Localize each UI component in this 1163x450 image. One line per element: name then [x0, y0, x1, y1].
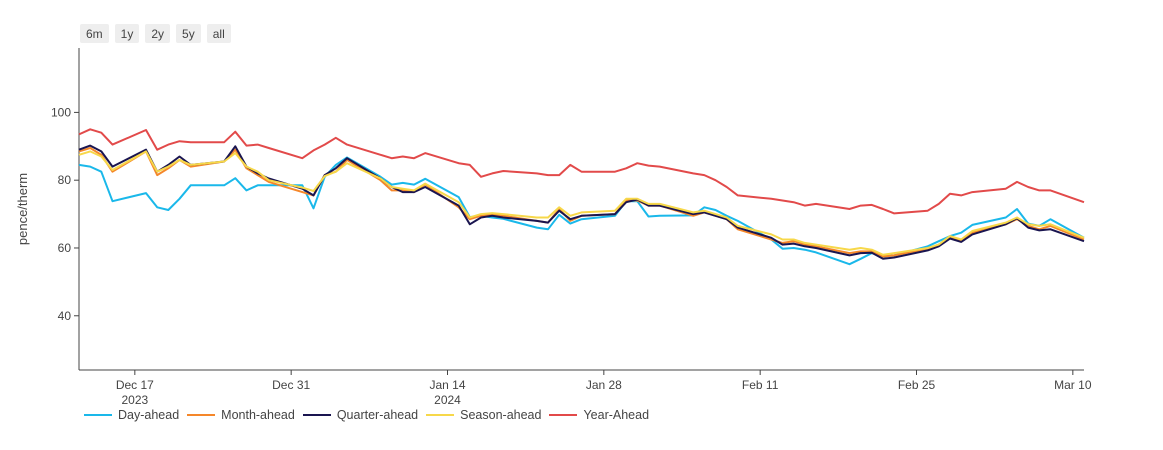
legend-item-season-ahead[interactable]: Season-ahead [426, 408, 541, 422]
legend-item-month-ahead[interactable]: Month-ahead [187, 408, 295, 422]
x-tick-year-label: 2024 [434, 393, 461, 405]
series-line-month-ahead[interactable] [78, 147, 1085, 258]
y-tick-label: 80 [58, 173, 72, 187]
chart-legend: Day-ahead Month-ahead Quarter-ahead Season-… [84, 408, 657, 422]
y-tick-label: 40 [58, 309, 72, 323]
y-tick-label: 60 [58, 241, 72, 255]
legend-item-year-ahead[interactable]: Year-Ahead [549, 408, 649, 422]
x-tick-label: Feb 25 [898, 378, 936, 392]
legend-swatch [302, 414, 331, 416]
range-button-6m[interactable]: 6m [80, 24, 109, 43]
x-tick-label: Jan 28 [586, 378, 622, 392]
chart-series-lines [78, 128, 1085, 266]
series-line-year-ahead[interactable] [78, 128, 1085, 215]
range-button-1y[interactable]: 1y [114, 24, 140, 43]
range-button-5y[interactable]: 5y [176, 24, 201, 43]
range-button-2y[interactable]: 2y [145, 24, 171, 43]
series-line-quarter-ahead[interactable] [78, 144, 1085, 260]
legend-item-quarter-ahead[interactable]: Quarter-ahead [302, 408, 419, 422]
y-axis-label: pence/therm [15, 173, 30, 245]
legend-label: Year-Ahead [583, 408, 650, 422]
legend-label: Quarter-ahead [336, 408, 419, 422]
x-tick-label: Dec 17 [116, 378, 154, 392]
x-tick-year-label: 2023 [121, 393, 148, 405]
x-tick-label: Mar 10 [1054, 378, 1092, 392]
x-tick-label: Jan 14 [429, 378, 465, 392]
legend-label: Season-ahead [460, 408, 542, 422]
x-tick-label: Dec 31 [272, 378, 310, 392]
legend-swatch [426, 414, 455, 416]
series-line-season-ahead[interactable] [78, 150, 1085, 256]
legend-swatch [187, 414, 216, 416]
legend-swatch [84, 414, 112, 416]
legend-item-day-ahead[interactable]: Day-ahead [84, 408, 179, 422]
range-button-all[interactable]: all [206, 24, 231, 43]
range-selector: 6m 1y 2y 5y all [80, 24, 231, 43]
legend-swatch [549, 414, 578, 416]
x-tick-label: Feb 11 [742, 378, 779, 392]
y-tick-label: 100 [51, 105, 71, 119]
legend-label: Day-ahead [118, 408, 180, 422]
legend-label: Month-ahead [221, 408, 295, 422]
